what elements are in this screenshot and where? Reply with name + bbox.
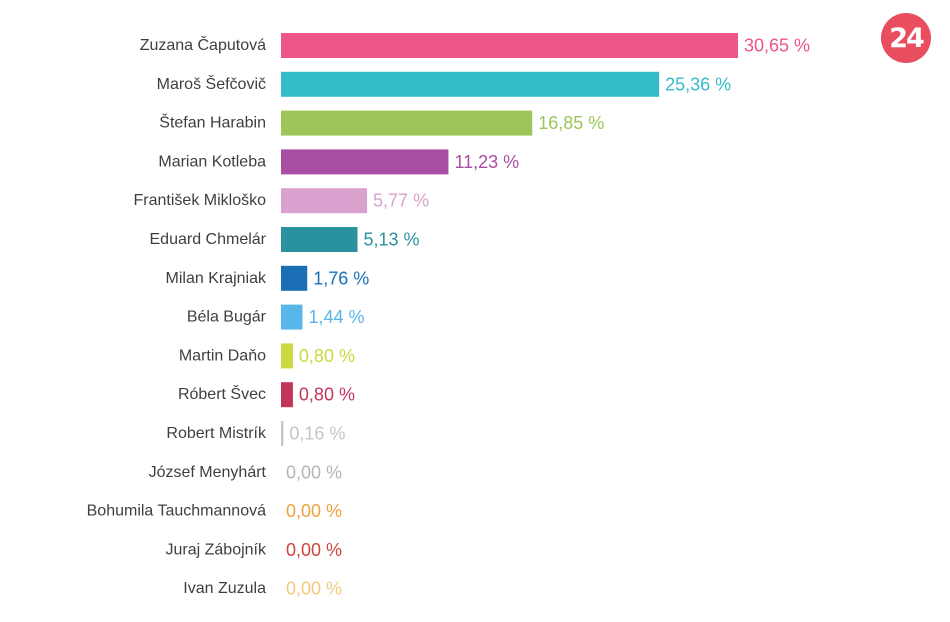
value-label: 0,80 % <box>299 346 355 366</box>
value-label: 0,00 % <box>286 540 342 560</box>
category-label: Eduard Chmelár <box>150 231 267 248</box>
bar[interactable] <box>281 71 660 97</box>
bar[interactable] <box>281 382 293 408</box>
category-label: Maroš Šefčovič <box>157 74 266 93</box>
category-label: Marian Kotleba <box>158 153 266 170</box>
value-label: 0,00 % <box>286 501 342 521</box>
category-label: Štefan Harabin <box>159 113 266 132</box>
bar[interactable] <box>281 149 449 175</box>
category-label: Zuzana Čaputová <box>140 35 266 54</box>
bar[interactable] <box>281 265 308 291</box>
value-label: 11,23 % <box>454 152 519 172</box>
bar[interactable] <box>281 343 293 369</box>
bar[interactable] <box>281 227 358 252</box>
bar[interactable] <box>281 33 738 58</box>
value-label: 0,00 % <box>286 462 342 482</box>
category-label: Róbert Švec <box>178 384 266 403</box>
value-label: 1,44 % <box>308 307 364 327</box>
category-label: Martin Daňo <box>179 347 266 364</box>
value-label: 16,85 % <box>538 113 604 133</box>
logo-badge[interactable]: 24 <box>881 13 931 63</box>
value-label: 5,13 % <box>363 230 419 250</box>
bar[interactable] <box>281 188 368 214</box>
value-label: 0,16 % <box>289 424 345 444</box>
bar[interactable] <box>281 110 533 136</box>
category-label: Bohumila Tauchmannová <box>87 503 266 520</box>
category-label: Ivan Zuzula <box>183 580 266 597</box>
value-label: 0,00 % <box>286 579 342 599</box>
category-label: Juraj Zábojník <box>166 541 267 558</box>
value-label: 1,76 % <box>313 268 369 288</box>
category-label: József Menyhárt <box>149 464 267 481</box>
value-label: 30,65 % <box>744 36 810 56</box>
bar[interactable] <box>281 304 303 330</box>
category-label: Robert Mistrík <box>166 425 267 442</box>
value-label: 5,77 % <box>373 191 429 211</box>
value-label: 25,36 % <box>665 74 731 94</box>
category-label: Milan Krajniak <box>166 270 267 287</box>
bar[interactable] <box>281 421 284 446</box>
category-label: František Mikloško <box>134 192 267 209</box>
value-label: 0,80 % <box>299 385 355 405</box>
category-label: Béla Bugár <box>187 309 267 326</box>
